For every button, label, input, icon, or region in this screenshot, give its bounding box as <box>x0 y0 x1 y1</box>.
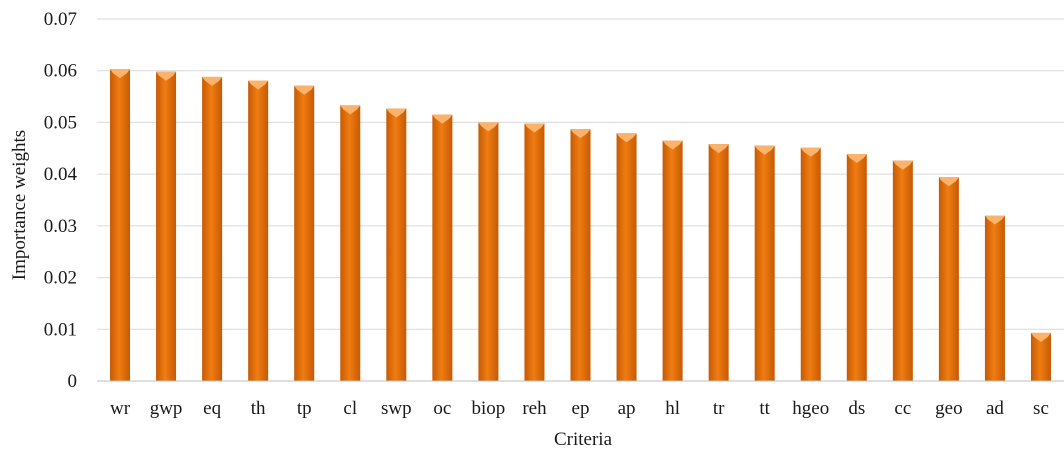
y-tick-label: 0.02 <box>44 268 77 289</box>
bar-tp <box>294 85 315 381</box>
x-axis-title: Criteria <box>554 429 613 450</box>
bar-wr <box>110 69 131 382</box>
bar-body <box>662 140 683 381</box>
x-tick-label: ad <box>986 398 1004 419</box>
bar-cap <box>340 105 361 115</box>
bar-body <box>294 85 315 381</box>
x-tick-label: geo <box>935 398 962 419</box>
bar-body <box>800 147 821 381</box>
bar-body <box>386 108 407 382</box>
x-tick-label: hgeo <box>792 398 829 419</box>
bar-body <box>156 71 177 382</box>
x-tick-label: tp <box>297 398 312 419</box>
bar-body <box>524 123 545 381</box>
bar-hl <box>662 140 683 381</box>
bar-gwp <box>156 71 177 382</box>
y-axis-ticks: 0 0.01 0.02 0.03 0.04 0.05 0.06 0.07 <box>44 9 78 392</box>
bar-body <box>202 76 223 382</box>
bar-cap <box>294 85 315 95</box>
x-tick-label: swp <box>381 398 412 419</box>
bar-ep <box>570 129 591 381</box>
bar-cl <box>340 105 361 381</box>
bar-cap <box>984 215 1005 225</box>
x-tick-label: cl <box>343 398 357 419</box>
y-tick-label: 0.07 <box>44 9 77 30</box>
x-tick-label: tr <box>713 398 725 419</box>
x-tick-label: th <box>251 398 266 419</box>
bar-eq <box>202 76 223 382</box>
x-tick-label: gwp <box>150 398 183 419</box>
bar-body <box>892 160 913 381</box>
y-tick-label: 0 <box>68 371 78 392</box>
bar-cap <box>754 145 775 155</box>
x-tick-label: oc <box>433 398 451 419</box>
bar-ap <box>616 133 637 381</box>
bar-cap <box>570 129 591 139</box>
bar-cap <box>616 133 637 143</box>
bar-body <box>570 129 591 381</box>
bar-geo <box>938 177 959 381</box>
bar-cap <box>938 177 959 187</box>
bar-body <box>478 122 499 381</box>
x-tick-label: hl <box>665 398 680 419</box>
x-tick-label: reh <box>522 398 547 419</box>
bar-biop <box>478 122 499 381</box>
bar-body <box>708 144 729 381</box>
bar-body <box>248 80 269 381</box>
bar-tr <box>708 144 729 381</box>
bar-body <box>984 215 1005 381</box>
x-tick-label: sc <box>1033 398 1049 419</box>
x-tick-label: cc <box>894 398 911 419</box>
bar-ad <box>984 215 1005 381</box>
bar-body <box>846 153 867 381</box>
bar-cap <box>800 147 821 157</box>
y-tick-label: 0.04 <box>44 164 78 185</box>
bar-sc <box>1030 332 1051 381</box>
bar-body <box>340 105 361 381</box>
bar-reh <box>524 123 545 381</box>
bar-ds <box>846 153 867 381</box>
y-axis-title: Importance weights <box>9 130 30 280</box>
bar-body <box>754 145 775 381</box>
bar-tt <box>754 145 775 381</box>
x-tick-label: ds <box>848 398 865 419</box>
x-tick-label: ep <box>572 398 590 419</box>
bar-oc <box>432 114 453 382</box>
bar-cap <box>110 69 131 79</box>
x-tick-label: eq <box>203 398 221 419</box>
y-tick-label: 0.05 <box>44 112 77 133</box>
y-tick-label: 0.01 <box>44 319 77 340</box>
bar-cap <box>524 123 545 133</box>
bar-cap <box>478 122 499 132</box>
bar-body <box>616 133 637 381</box>
bar-cap <box>846 153 867 163</box>
y-tick-label: 0.03 <box>44 216 77 237</box>
bar-body <box>110 69 131 382</box>
bar-th <box>248 80 269 381</box>
x-tick-label: tt <box>759 398 770 419</box>
bar-cap <box>432 114 453 124</box>
bars <box>110 69 1051 382</box>
bar-cap <box>202 76 223 86</box>
x-axis-ticks: wr gwp eq th tp cl swp oc biop reh ep ap hl tr tt hgeo d… <box>110 398 1049 419</box>
bar-body <box>1030 332 1051 381</box>
bar-cap <box>1030 332 1051 342</box>
x-tick-label: ap <box>618 398 636 419</box>
x-tick-label: biop <box>472 398 506 419</box>
x-tick-label: wr <box>110 398 131 419</box>
bar-swp <box>386 108 407 382</box>
bar-cap <box>156 71 177 81</box>
bar-cap <box>248 80 269 90</box>
bar-cc <box>892 160 913 381</box>
bar-cap <box>662 140 683 150</box>
bar-cap <box>386 108 407 118</box>
bar-hgeo <box>800 147 821 381</box>
bar-body <box>938 177 959 381</box>
bar-body <box>432 114 453 382</box>
bar-cap <box>708 144 729 154</box>
bar-cap <box>892 160 913 170</box>
y-tick-label: 0.06 <box>44 61 77 82</box>
